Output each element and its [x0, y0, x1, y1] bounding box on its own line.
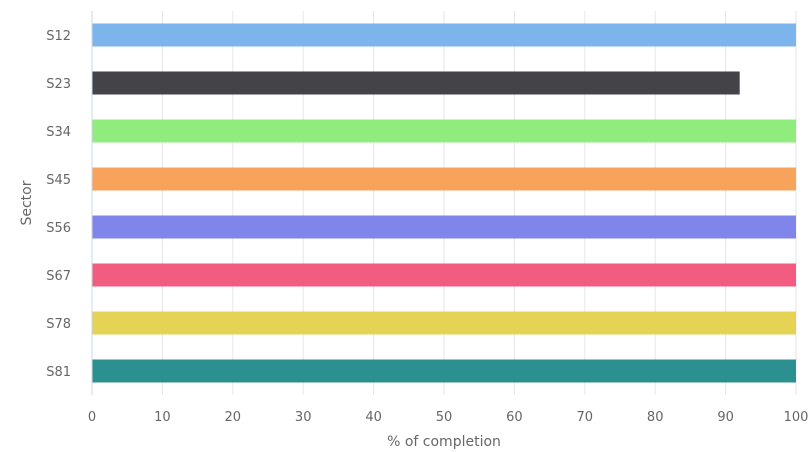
x-axis-title: % of completion: [387, 434, 501, 450]
y-tick-label-s23: S23: [46, 77, 71, 92]
bar-s81[interactable]: [92, 359, 796, 383]
bar-s34[interactable]: [92, 119, 796, 143]
y-tick-label-s12: S12: [46, 29, 71, 44]
x-tick-label-20: 20: [225, 410, 242, 425]
bar-s45[interactable]: [92, 167, 796, 191]
x-tick-label-80: 80: [647, 410, 664, 425]
y-axis-title: Sector: [19, 180, 35, 225]
y-axis-ticks: S12 S23 S34 S45 S56 S67 S78 S81: [46, 29, 71, 380]
x-axis-ticks: 0 10 20 30 40 50 60 70 80 90 100: [88, 410, 809, 425]
bar-s78[interactable]: [92, 311, 796, 335]
x-tick-label-30: 30: [295, 410, 312, 425]
x-tick-label-0: 0: [88, 410, 96, 425]
bar-s12[interactable]: [92, 23, 796, 47]
x-tick-label-60: 60: [506, 410, 523, 425]
x-tick-label-10: 10: [154, 410, 171, 425]
x-tick-label-90: 90: [717, 410, 734, 425]
bar-s67[interactable]: [92, 263, 796, 287]
y-tick-label-s81: S81: [46, 365, 71, 380]
y-tick-label-s56: S56: [46, 221, 71, 236]
y-tick-label-s78: S78: [46, 317, 71, 332]
y-tick-label-s45: S45: [46, 173, 71, 188]
y-tick-label-s34: S34: [46, 125, 71, 140]
y-tick-label-s67: S67: [46, 269, 71, 284]
x-tick-label-40: 40: [365, 410, 382, 425]
bars: [92, 23, 796, 383]
bar-s56[interactable]: [92, 215, 796, 239]
x-tick-label-100: 100: [784, 410, 809, 425]
bar-s23[interactable]: [92, 71, 740, 95]
gridlines: [91, 11, 797, 395]
x-tick-label-70: 70: [577, 410, 594, 425]
x-tick-label-50: 50: [436, 410, 453, 425]
